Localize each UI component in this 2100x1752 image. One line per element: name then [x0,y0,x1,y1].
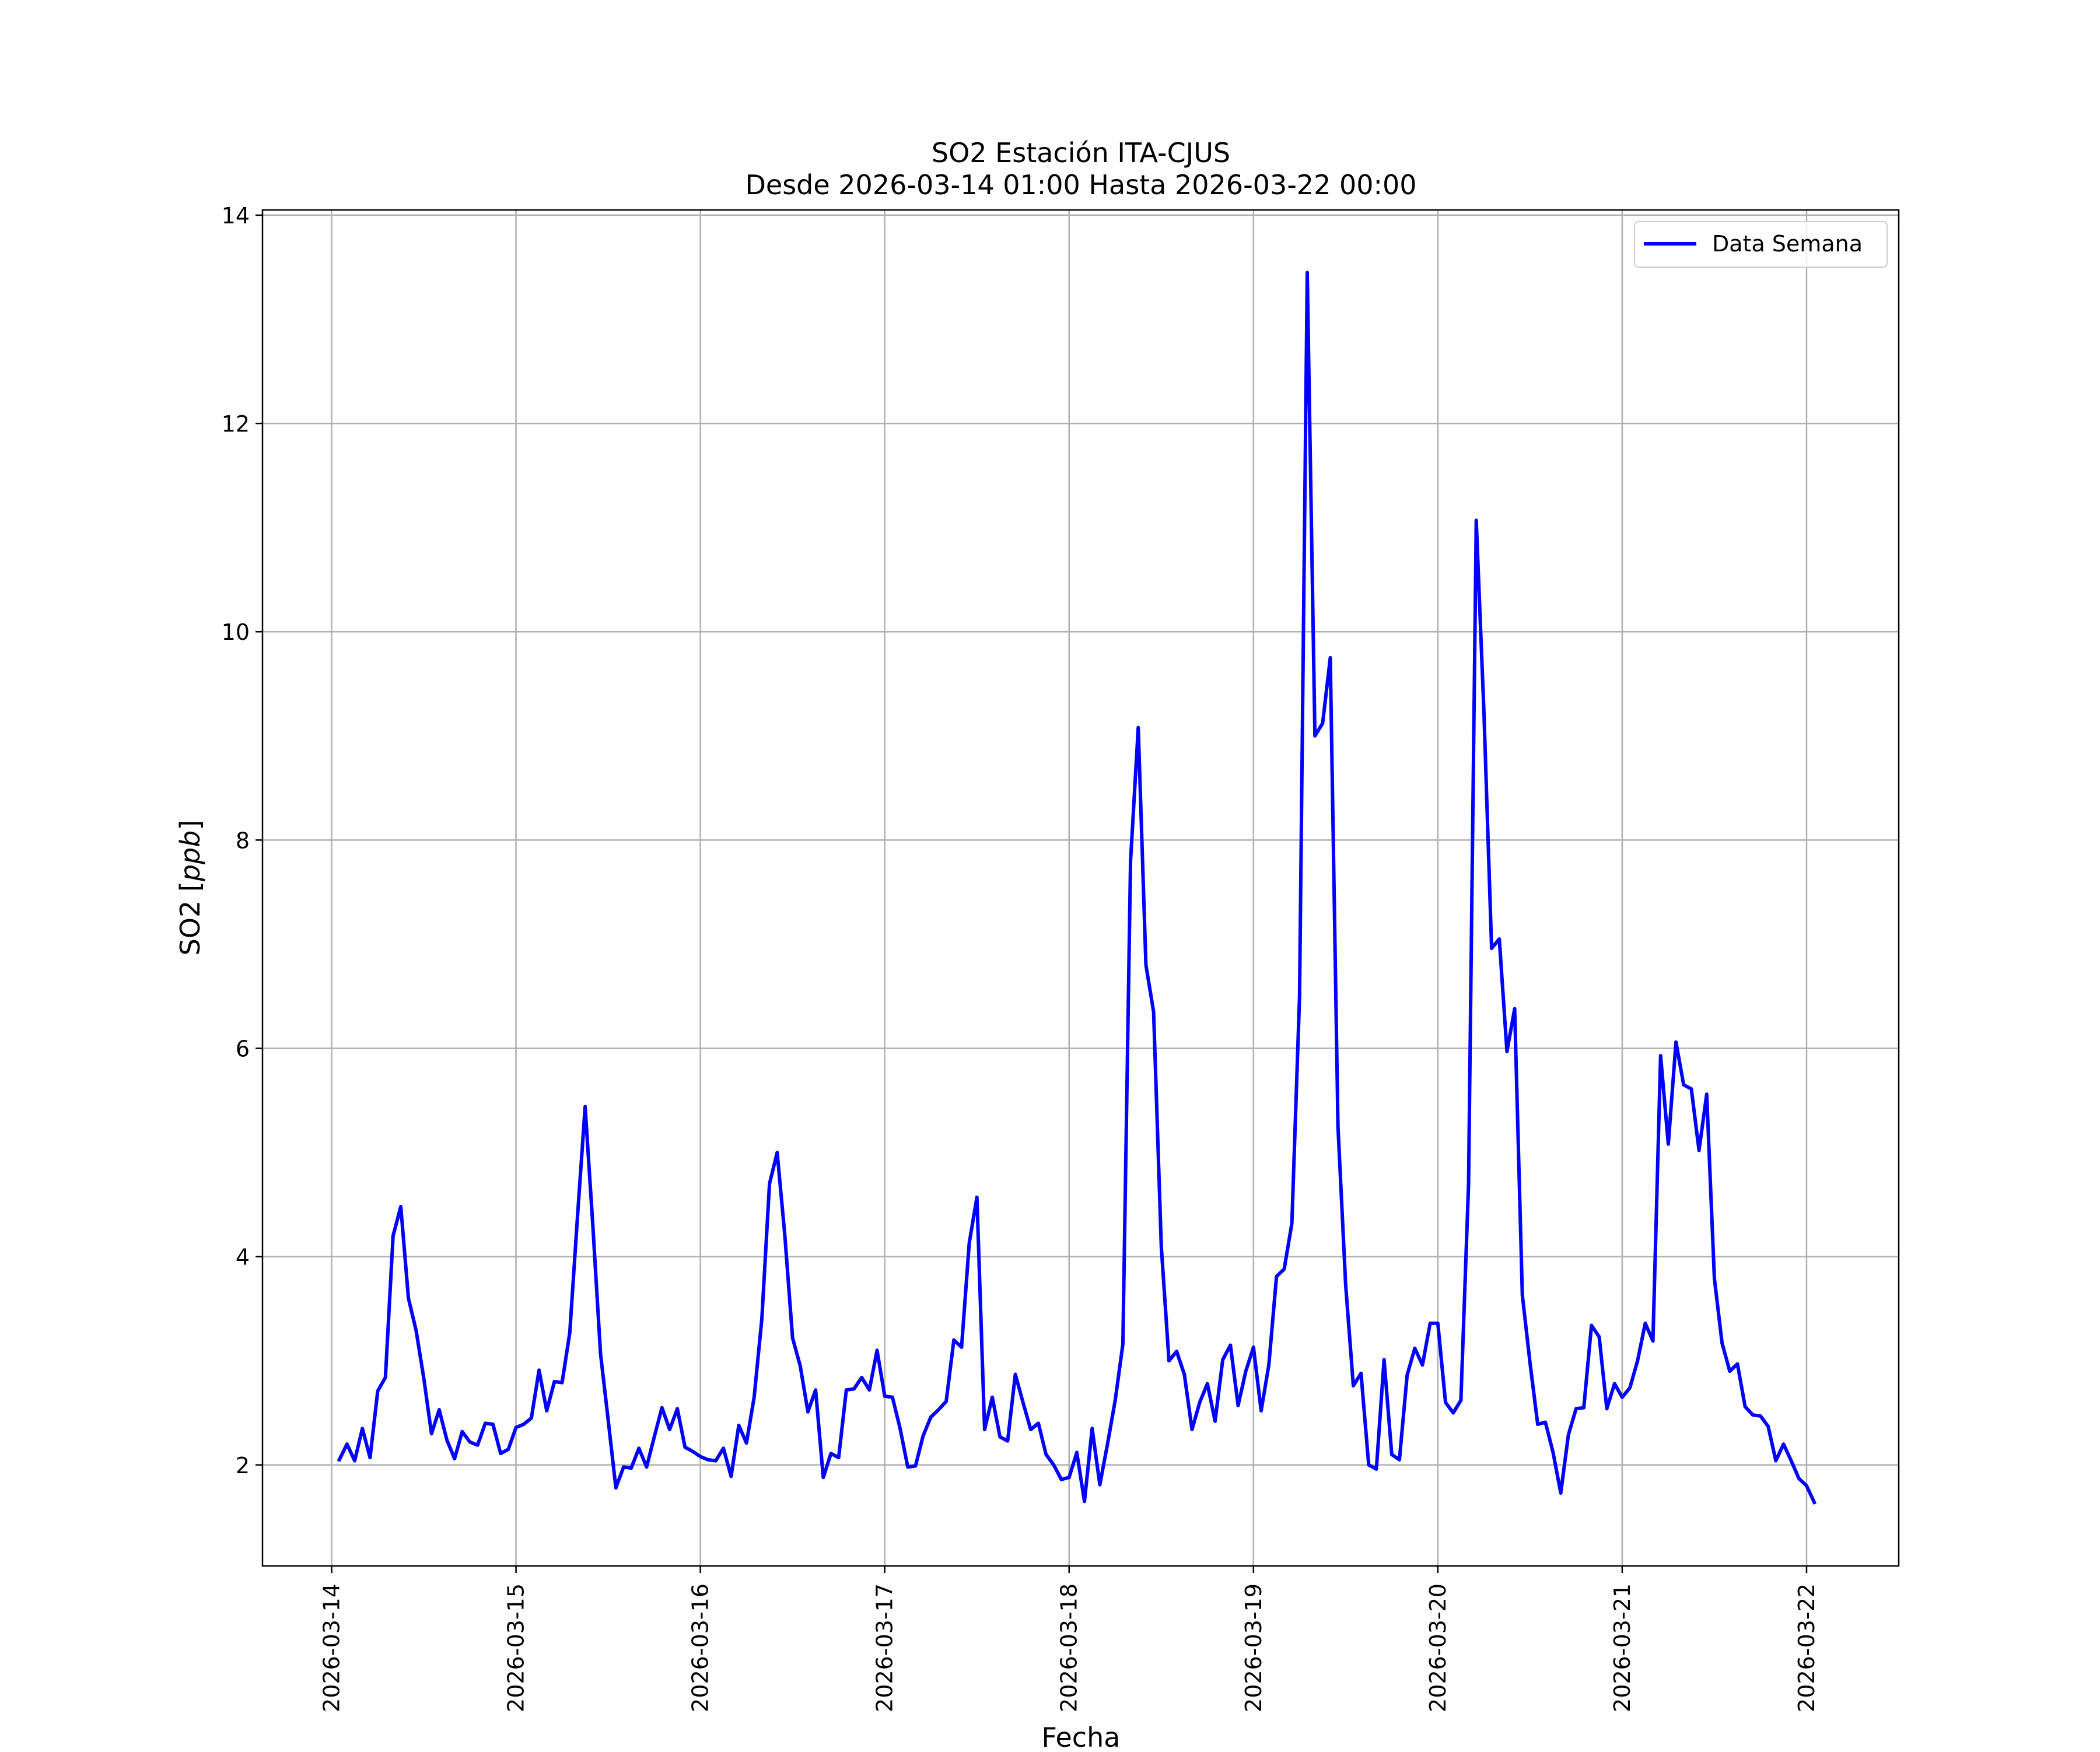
y-tick-label: 6 [236,1036,250,1062]
axis-ticks: 2 4 6 8 10 12 14 2026-03-14 2026-03-15 2026-03-16… [222,203,1819,1712]
y-tick-label: 10 [222,619,250,645]
x-tick-label: 2026-03-18 [1056,1583,1082,1712]
chart-subtitle: Desde 2026-03-14 01:00 Hasta 2026-03-22 … [745,169,1416,201]
x-tick-label: 2026-03-20 [1425,1583,1451,1712]
legend-label: Data Semana [1712,231,1863,257]
legend-box [1634,221,1888,268]
series-line-data-semana [337,271,1817,1505]
x-tick-label: 2026-03-16 [688,1583,713,1712]
x-tick-label: 2026-03-21 [1609,1583,1635,1712]
chart-title: SO2 Estación ITA-CJUS [932,137,1230,169]
y-tick-label: 8 [236,828,250,853]
x-tick-label: 2026-03-19 [1241,1583,1266,1712]
series-layer [337,271,1817,1505]
y-tick-label: 4 [236,1245,250,1270]
grid-lines [262,210,1899,1566]
plot-frame [261,209,1900,1567]
y-tick-label: 14 [222,203,250,229]
y-axis-title: SO2 [ppb] [174,820,206,956]
y-tick-label: 2 [236,1453,250,1478]
x-tick-label: 2026-03-14 [319,1583,345,1712]
x-tick-label: 2026-03-15 [503,1583,529,1712]
y-axis-title-prefix: SO2 [ [174,881,206,955]
y-axis-title-suffix: ] [174,820,206,831]
legend: Data Semana [1634,221,1888,268]
x-tick-label: 2026-03-17 [872,1583,898,1712]
x-axis-title: Fecha [1042,1722,1121,1750]
y-axis-title-unit: ppb [174,831,206,882]
x-tick-label: 2026-03-22 [1794,1583,1819,1712]
y-tick-label: 12 [222,411,250,437]
